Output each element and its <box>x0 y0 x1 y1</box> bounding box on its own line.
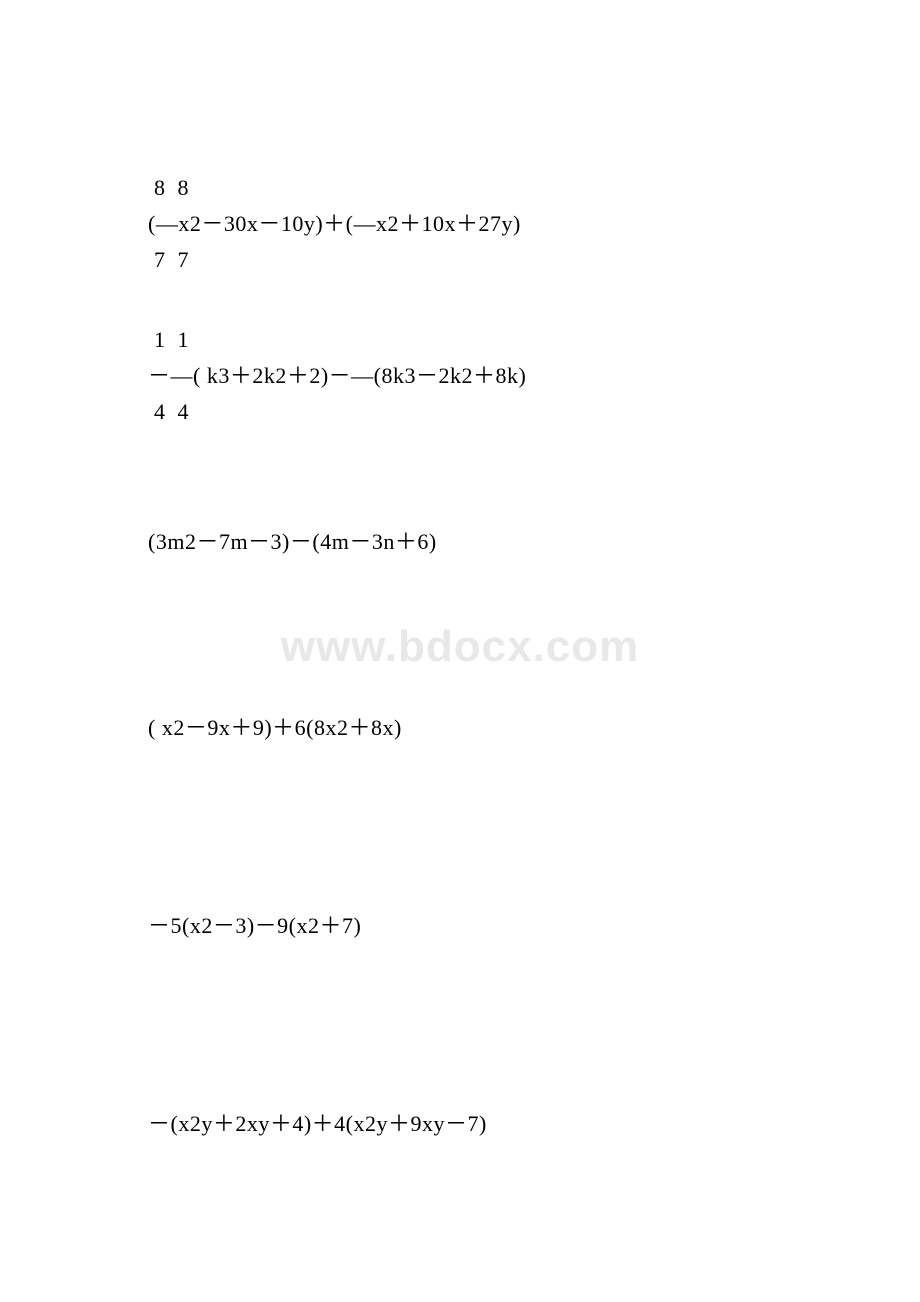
expr-line: －(x2y＋2xy＋4)＋4(x2y＋9xy－7) <box>148 1106 920 1142</box>
expr-line: －5(x2－3)－9(x2＋7) <box>148 908 920 944</box>
expression-5: －5(x2－3)－9(x2＋7) <box>148 908 920 944</box>
expr-line: (3m2－7m－3)－(4m－3n＋6) <box>148 524 920 560</box>
content-container: 8 8 (—x2－30x－10y)＋(—x2＋10x＋27y) 7 7 1 1 … <box>148 170 920 1142</box>
expr-line: 8 8 <box>148 170 920 206</box>
expression-2: 1 1 －—( k3＋2k2＋2)－—(8k3－2k2＋8k) 4 4 <box>148 322 920 430</box>
expression-6: －(x2y＋2xy＋4)＋4(x2y＋9xy－7) <box>148 1106 920 1142</box>
expression-4: ( x2－9x＋9)＋6(8x2＋8x) <box>148 710 920 746</box>
expr-line: 7 7 <box>148 242 920 278</box>
expr-line: ( x2－9x＋9)＋6(8x2＋8x) <box>148 710 920 746</box>
expr-line: (—x2－30x－10y)＋(—x2＋10x＋27y) <box>148 206 920 242</box>
expr-line: 1 1 <box>148 322 920 358</box>
expr-line: －—( k3＋2k2＋2)－—(8k3－2k2＋8k) <box>148 358 920 394</box>
expression-3: (3m2－7m－3)－(4m－3n＋6) <box>148 524 920 560</box>
expression-1: 8 8 (—x2－30x－10y)＋(—x2＋10x＋27y) 7 7 <box>148 170 920 278</box>
expr-line: 4 4 <box>148 394 920 430</box>
